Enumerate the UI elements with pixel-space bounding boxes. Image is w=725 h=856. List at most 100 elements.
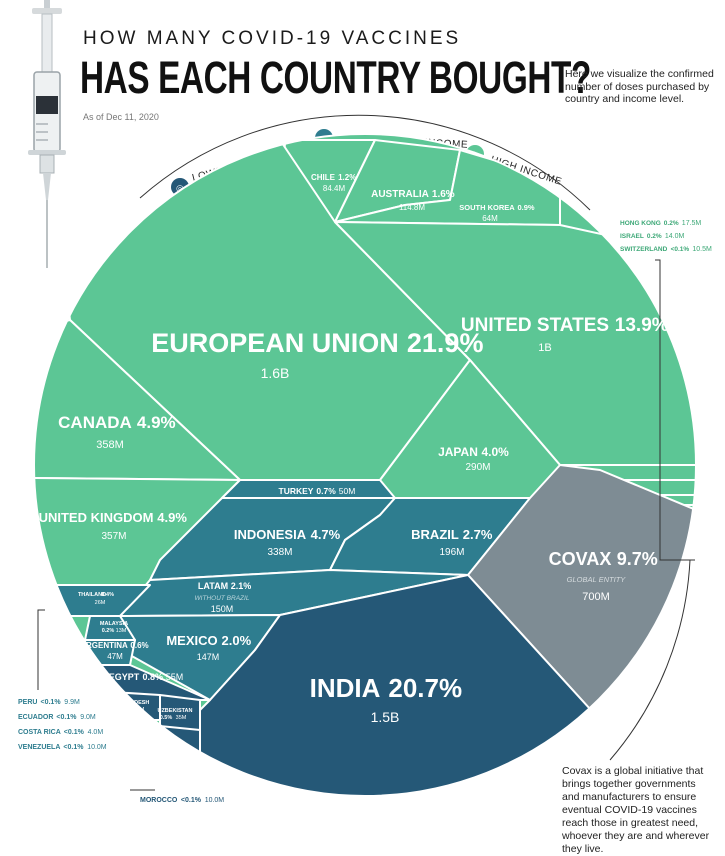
label-canada-name: CANADA: [58, 413, 132, 432]
cell-india: [159, 574, 601, 796]
label-us-share: 13.9%: [615, 315, 669, 336]
callout-costa-rica-share: <0.1%: [64, 729, 85, 736]
label-uk-name: UNITED KINGDOM: [39, 510, 154, 525]
label-egypt-name: EGYPT: [109, 672, 140, 682]
label-thailand-name: THAILAND: [78, 592, 106, 598]
label-us-name: UNITED STATES: [461, 315, 609, 336]
label-uk-share: 4.9%: [157, 510, 187, 525]
label-us-doses: 1B: [538, 342, 551, 354]
label-uzbekistan-name: UZBEKISTAN: [157, 708, 192, 714]
label-eu-doses: 1.6B: [261, 365, 290, 381]
label-thailand-doses: 26M: [95, 600, 106, 606]
cell-venezuela: [34, 644, 61, 666]
label-india-doses: 1.5B: [371, 709, 400, 725]
label-turkey-doses: 50M: [339, 486, 356, 496]
label-japan-share: 4.0%: [482, 445, 510, 459]
callout-hong-kong-share: 0.2%: [664, 220, 679, 227]
label-argentina-share: 0.6%: [130, 641, 148, 650]
label-eu-share: 21.9%: [407, 328, 484, 358]
cell-morocco: [99, 719, 201, 796]
label-uk-doses: 357M: [101, 531, 126, 542]
callout-morocco-doses: 10.0M: [205, 797, 225, 804]
label-canada-doses: 358M: [96, 439, 124, 451]
callout-hong-kong-name: HONG KONG: [620, 220, 661, 227]
label-latam-note: WITHOUT BRAZIL: [195, 595, 250, 602]
cell-costa-rica: [34, 629, 61, 651]
callout-venezuela-doses: 10.0M: [87, 744, 107, 751]
label-brazil-share: 2.7%: [463, 527, 493, 542]
page-title: HAS EACH COUNTRY BOUGHT?: [80, 52, 591, 103]
label-mexico-doses: 147M: [197, 652, 220, 662]
label-latam-name: LATAM: [198, 581, 228, 591]
callout-venezuela-name: VENEZUELA: [18, 744, 60, 751]
label-egypt-doses: 55M: [166, 672, 184, 682]
label-malaysia-name: MALAYSIA: [100, 621, 128, 627]
label-mexico-name: MEXICO: [166, 633, 217, 648]
callout-ecuador-doses: 9.0M: [80, 714, 96, 721]
callout-switzerland-doses: 10.5M: [692, 246, 712, 253]
label-chile-share: 1.2%: [338, 173, 356, 182]
covax-note: Covax is a global initiative that brings…: [562, 765, 710, 855]
callout-peru-doses: 9.9M: [64, 699, 80, 706]
label-bangladesh-doses: 30M: [134, 707, 145, 713]
label-bangladesh-share: 0.4%: [117, 707, 130, 713]
syringe-icon: [28, 0, 66, 268]
svg-text:◎: ◎: [176, 183, 184, 193]
callout-israel-name: ISRAEL: [620, 233, 644, 240]
label-covax-share: 9.7%: [617, 549, 658, 569]
label-turkey-name: TURKEY: [279, 486, 314, 496]
callout-costa-rica-doses: 4.0M: [88, 729, 104, 736]
label-australia-name: AUSTRALIA: [371, 189, 429, 200]
label-brazil-name: BRAZIL: [411, 527, 459, 542]
label-covax-doses: 700M: [582, 591, 610, 603]
label-india-name: INDIA: [310, 673, 381, 703]
label-covax-note: GLOBAL ENTITY: [567, 575, 627, 584]
label-japan-doses: 290M: [465, 462, 490, 473]
label-chile-doses: 84.4M: [323, 184, 346, 193]
label-thailand-share: 0.4%: [101, 592, 114, 598]
label-eu-name: EUROPEAN UNION: [151, 328, 399, 358]
callout-venezuela-share: <0.1%: [63, 744, 84, 751]
subtitle: Here we visualize the confirmed number o…: [565, 68, 714, 105]
label-south-korea-share: 0.9%: [518, 203, 535, 212]
label-chile-name: CHILE: [311, 173, 336, 182]
label-uzbekistan-share: 0.5%: [160, 715, 173, 721]
label-latam-doses: 150M: [211, 604, 234, 614]
callout-peru-name: PERU: [18, 699, 37, 706]
label-malaysia-share: 0.2%: [102, 628, 115, 634]
callout-israel-share: 0.2%: [647, 233, 662, 240]
label-japan-name: JAPAN: [438, 445, 478, 459]
label-turkey-share: 0.7%: [316, 486, 336, 496]
kicker: HOW MANY COVID-19 VACCINES: [83, 28, 462, 49]
label-australia-doses: 114.8M: [399, 203, 425, 212]
label-india-share: 20.7%: [388, 673, 462, 703]
label-malaysia-doses: 13M: [116, 628, 127, 634]
label-bangladesh-name: BANGLADESH: [111, 700, 150, 706]
callout-switzerland-share: <0.1%: [671, 246, 690, 253]
callout-israel-doses: 14.0M: [665, 233, 685, 240]
label-covax-name: COVAX: [549, 549, 612, 569]
label-indonesia-name: INDONESIA: [234, 527, 307, 542]
callout-ecuador-name: ECUADOR: [18, 714, 53, 721]
label-latam-share: 2.1%: [231, 581, 252, 591]
callout-ecuador-share: <0.1%: [56, 714, 77, 721]
label-south-korea-doses: 64M: [482, 214, 498, 223]
as-of-date: As of Dec 11, 2020: [83, 112, 159, 122]
callout-morocco-name: MOROCCO: [140, 797, 178, 804]
label-indonesia-doses: 338M: [267, 547, 292, 558]
label-uzbekistan-doses: 35M: [176, 715, 187, 721]
label-argentina-name: ARGENTINA: [80, 641, 128, 650]
callout-hong-kong-doses: 17.5M: [682, 220, 702, 227]
label-egypt-share: 0.8%: [143, 672, 164, 682]
label-mexico-share: 2.0%: [222, 633, 252, 648]
callout-costa-rica-name: COSTA RICA: [18, 729, 61, 736]
label-brazil-doses: 196M: [439, 547, 464, 558]
callout-peru-share: <0.1%: [41, 699, 62, 706]
label-indonesia-share: 4.7%: [311, 527, 341, 542]
label-australia-share: 1.6%: [432, 189, 455, 200]
label-canada-share: 4.9%: [137, 413, 176, 432]
callout-switzerland-name: SWITZERLAND: [620, 246, 668, 253]
callout-morocco-share: <0.1%: [181, 797, 202, 804]
